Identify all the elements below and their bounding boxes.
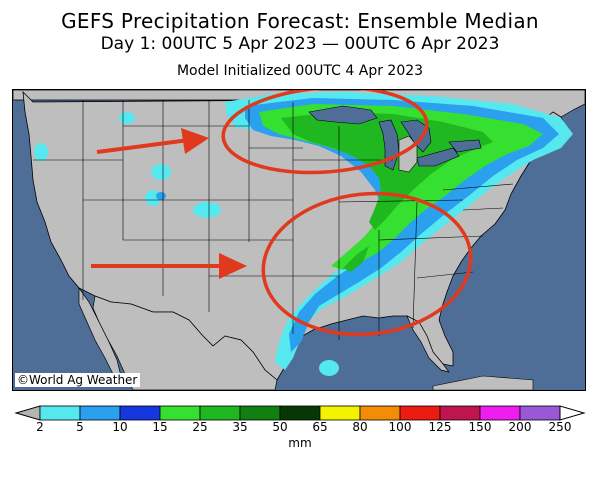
map-title: GEFS Precipitation Forecast: Ensemble Me…	[61, 9, 539, 33]
arrow-north-head	[181, 128, 209, 154]
colorbar-swatch	[479, 405, 521, 421]
colorbar-swatch	[159, 405, 201, 421]
state-borders	[33, 100, 514, 340]
credit-label: ©World Ag Weather	[15, 373, 141, 387]
colorbar-tick-label: 150	[468, 420, 492, 434]
colorbar	[14, 405, 586, 421]
arrow-north	[96, 138, 190, 154]
precipitation-map: ©World Ag Weather	[12, 89, 586, 391]
colorbar-tick-label: 25	[192, 420, 208, 434]
colorbar-over-arrow	[559, 405, 586, 421]
precip-25-35	[281, 112, 493, 272]
colorbar-under-arrow	[14, 405, 41, 421]
colorbar-tick-label: 2	[36, 420, 44, 434]
model-init-time: Model Initialized 00UTC 4 Apr 2023	[176, 63, 424, 79]
colorbar-tick-label: 80	[352, 420, 368, 434]
northern-plains-highlight	[221, 90, 429, 175]
colorbar-tick-label: 10	[112, 420, 128, 434]
colorbar-swatch	[79, 405, 121, 421]
colorbar-swatch	[39, 405, 81, 421]
colorbar-tick-label: 65	[312, 420, 328, 434]
colorbar-swatch	[239, 405, 281, 421]
colorbar-swatch	[119, 405, 161, 421]
southern-plains-highlight	[261, 191, 473, 337]
colorbar-swatch	[359, 405, 401, 421]
colorbar-tick-label: 5	[76, 420, 84, 434]
colorbar-tick-label: 250	[548, 420, 572, 434]
colorbar-tick-label: 50	[272, 420, 288, 434]
colorbar-swatch	[319, 405, 361, 421]
arrow-south-head	[219, 253, 247, 279]
florida	[406, 315, 450, 373]
cuba	[432, 375, 534, 390]
great-lakes	[308, 105, 482, 171]
annotation-circles	[221, 90, 473, 337]
colorbar-tick-label: 200	[508, 420, 532, 434]
colorbar-tick-label: 15	[152, 420, 168, 434]
colorbar-swatch	[439, 405, 481, 421]
colorbar-swatch	[399, 405, 441, 421]
colorbar-tick-label: 125	[428, 420, 452, 434]
colorbar-unit: mm	[288, 436, 312, 450]
colorbar-swatch	[279, 405, 321, 421]
colorbar-tick-label: 35	[232, 420, 248, 434]
annotation-arrows	[91, 128, 247, 279]
colorbar-swatch	[199, 405, 241, 421]
colorbar-swatch	[519, 405, 561, 421]
forecast-period: Day 1: 00UTC 5 Apr 2023 — 00UTC 6 Apr 20…	[100, 34, 500, 54]
colorbar-tick-label: 100	[388, 420, 412, 434]
mexico-land	[92, 295, 278, 390]
